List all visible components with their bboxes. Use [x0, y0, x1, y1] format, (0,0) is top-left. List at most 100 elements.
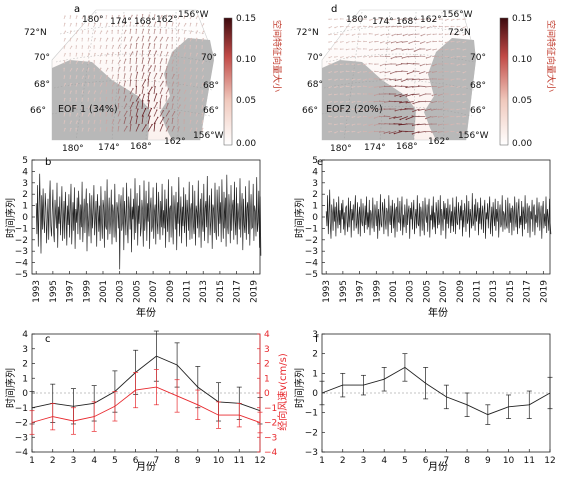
vector-arrow [418, 131, 426, 133]
vector-arrowhead [155, 73, 158, 75]
chart-e-xtick-label: 2013 [489, 280, 499, 303]
vector-arrow [141, 36, 144, 42]
chart-c-right-ytick-label: −3 [264, 433, 277, 443]
vector-arrowhead [420, 27, 422, 29]
vector-arrow [165, 103, 169, 110]
vector-arrowhead [159, 28, 162, 31]
vector-arrowhead [369, 19, 371, 21]
vector-arrow [141, 50, 144, 57]
vector-arrow [123, 88, 126, 95]
vector-arrowhead [450, 124, 452, 126]
vector-arrowhead [462, 41, 464, 44]
vector-arrowhead [75, 45, 78, 47]
vector-arrowhead [64, 97, 66, 100]
vector-arrowhead [82, 60, 85, 62]
vector-arrowhead [345, 26, 348, 28]
vector-arrowhead [168, 110, 170, 112]
vector-arrowhead [196, 60, 198, 62]
chart-f-ytick-label: 1 [312, 369, 318, 379]
vector-arrowhead [399, 102, 401, 104]
vector-arrowhead [130, 43, 132, 45]
vector-arrowhead [401, 80, 403, 83]
chart-b-ytick-label: −4 [15, 259, 29, 269]
vector-arrow [171, 52, 174, 57]
vector-arrowhead [154, 21, 157, 23]
vector-arrowhead [379, 86, 381, 88]
vector-arrow [141, 108, 146, 117]
vector-arrow [425, 123, 432, 125]
vector-arrowhead [413, 40, 416, 43]
vector-arrowhead [444, 19, 447, 21]
vector-arrowhead [177, 59, 179, 61]
colorbar-a: 0.15 0.10 0.05 0.00 空间特征向量大小 [223, 14, 283, 149]
chart-f-ytick-label: −3 [305, 448, 318, 458]
chart-b-ytick-label: 5 [22, 156, 28, 166]
vector-arrowhead [196, 30, 198, 32]
vector-arrowhead [328, 79, 330, 81]
vector-arrowhead [450, 25, 452, 28]
vector-arrowhead [384, 55, 387, 57]
vector-arrowhead [131, 14, 133, 17]
vector-arrowhead [81, 52, 84, 55]
vector-arrowhead [424, 131, 427, 133]
vector-arrowhead [351, 124, 354, 126]
vector-arrow [165, 66, 168, 72]
vector-arrowhead [393, 123, 395, 125]
vector-arrowhead [339, 93, 342, 95]
vector-arrowhead [112, 52, 114, 54]
map-panel-d: d 72°N 70° 68° 66° 72°N 70° 68° 66° 156°… [296, 4, 557, 154]
vector-arrowhead [425, 86, 427, 88]
vector-arrow [177, 97, 181, 102]
vector-arrow [111, 127, 113, 132]
vector-arrow [438, 93, 443, 96]
chart-c-xtick-label: 1 [29, 456, 35, 466]
vector-arrowhead [190, 22, 192, 25]
vector-arrowhead [101, 52, 103, 55]
vector-arrow [407, 71, 414, 75]
vector-arrow [426, 56, 432, 59]
vector-arrowhead [391, 50, 393, 52]
vector-arrowhead [142, 115, 144, 117]
vector-arrowhead [393, 117, 395, 119]
vector-arrowhead [105, 59, 108, 62]
vector-arrowhead [340, 78, 342, 81]
vector-arrowhead [136, 42, 138, 45]
vector-arrowhead [340, 41, 342, 43]
vector-arrowhead [400, 63, 403, 65]
vector-arrow [129, 110, 132, 117]
vector-arrowhead [456, 25, 458, 28]
vector-arrowhead [142, 35, 145, 37]
map-d-caption: EOF2 (20%) [326, 104, 383, 115]
vector-arrowhead [405, 102, 407, 104]
vector-arrowhead [131, 95, 133, 97]
map-d-lat-left-2: 68° [307, 80, 323, 90]
vector-arrowhead [394, 100, 396, 103]
vector-arrowhead [117, 51, 120, 54]
vector-arrow [117, 126, 120, 132]
vector-arrowhead [450, 94, 452, 96]
vector-arrow [153, 44, 155, 50]
vector-arrowhead [202, 30, 205, 32]
vector-arrow [141, 65, 145, 72]
vector-arrowhead [125, 44, 127, 46]
colorbar-a-tick-0: 0.15 [236, 14, 256, 24]
chart-b-ytick-label: −1 [15, 224, 28, 234]
chart-f-xtick-label: 2 [340, 456, 346, 466]
vector-arrowhead [172, 66, 174, 69]
vector-arrowhead [426, 34, 428, 36]
vector-arrowhead [412, 70, 415, 72]
vector-arrowhead [339, 123, 342, 125]
vector-arrowhead [106, 45, 108, 47]
chart-e-series-line [325, 189, 552, 239]
vector-arrowhead [112, 74, 114, 77]
chart-f-ytick-label: 3 [312, 330, 318, 340]
vector-arrowhead [173, 96, 175, 98]
chart-f-xtick-label: 11 [524, 456, 535, 466]
vector-arrowhead [328, 101, 330, 103]
vector-arrowhead [106, 75, 109, 77]
vector-arrowhead [357, 123, 359, 125]
chart-b-xtick-label: 1995 [49, 280, 59, 303]
vector-arrowhead [112, 89, 114, 91]
vector-arrowhead [87, 97, 90, 100]
vector-arrow [177, 82, 179, 87]
